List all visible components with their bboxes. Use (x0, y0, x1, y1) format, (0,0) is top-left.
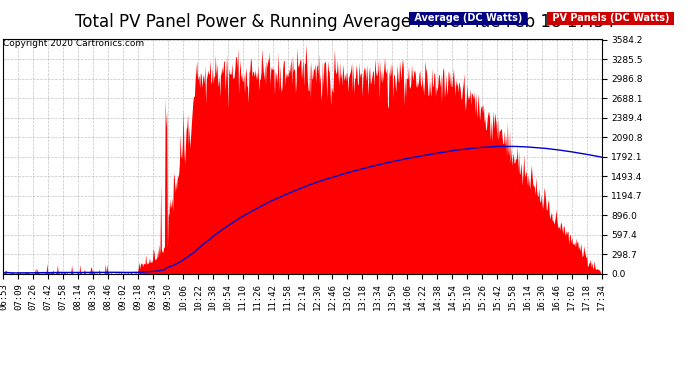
Text: Copyright 2020 Cartronics.com: Copyright 2020 Cartronics.com (3, 39, 145, 48)
Text: PV Panels (DC Watts): PV Panels (DC Watts) (549, 13, 673, 23)
Text: Total PV Panel Power & Running Average Power Tue Feb 18 17:34: Total PV Panel Power & Running Average P… (75, 13, 615, 31)
Text: Average (DC Watts): Average (DC Watts) (411, 13, 525, 23)
